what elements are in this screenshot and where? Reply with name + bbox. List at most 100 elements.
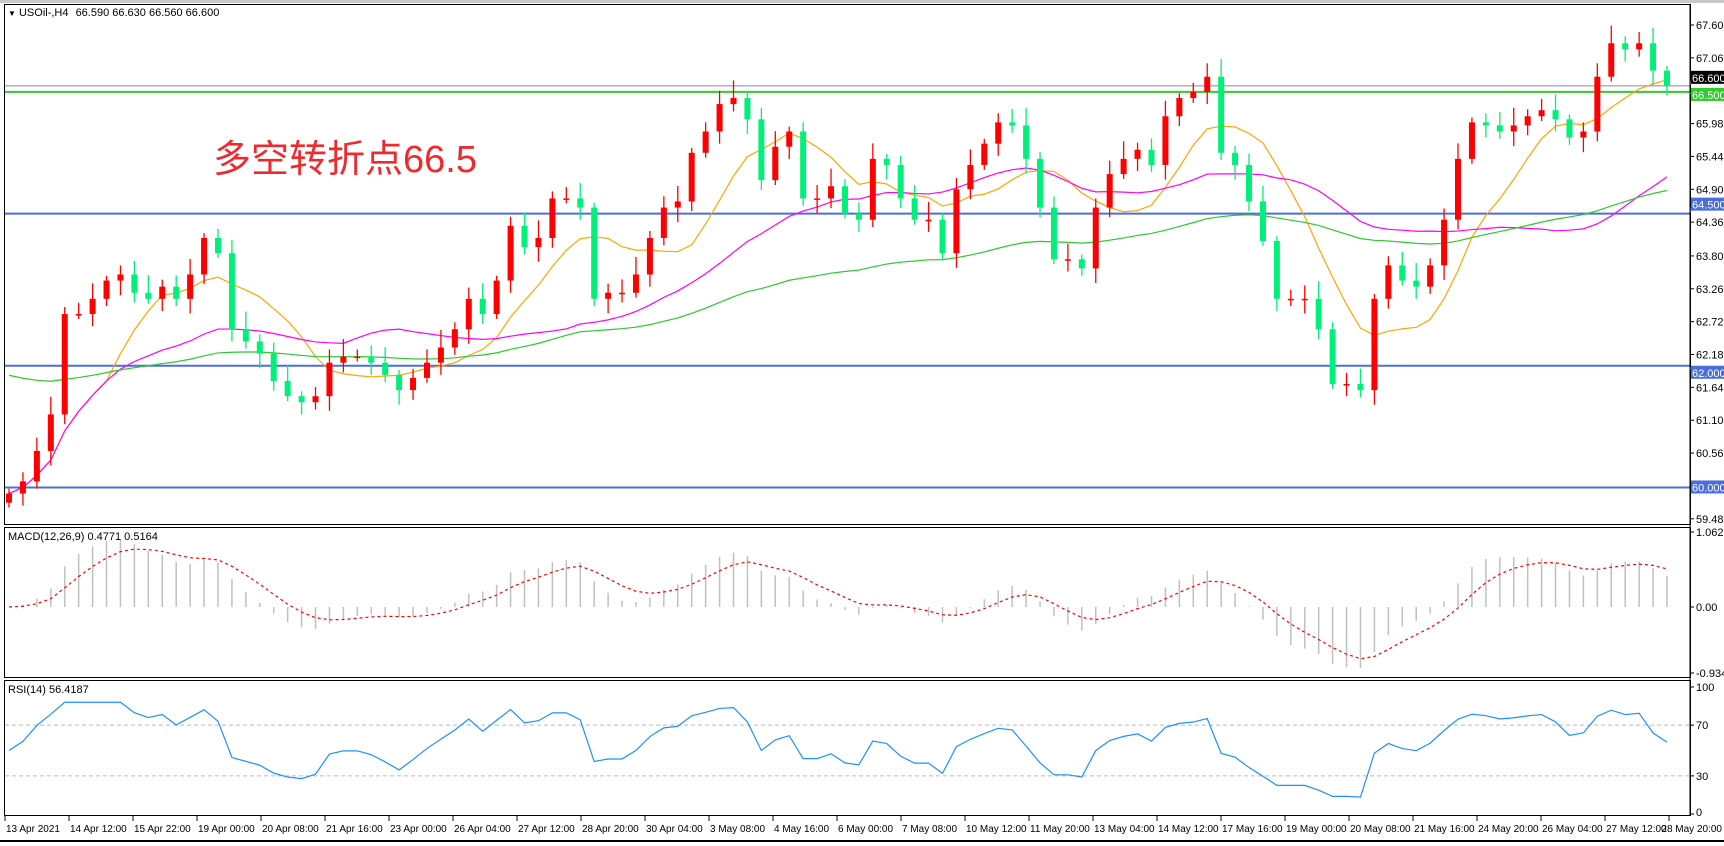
x-tick-label: 19 May 00:00 [1286, 824, 1347, 835]
candle-body [228, 253, 235, 330]
x-tick-label: 27 Apr 12:00 [518, 824, 575, 835]
x-tick-label: 19 Apr 00:00 [198, 824, 255, 835]
ohlc-values: 66.590 66.630 66.560 66.600 [75, 7, 220, 19]
candle-body [451, 329, 458, 348]
candle-body [1259, 201, 1266, 242]
candle-body [187, 274, 194, 299]
candle-body [953, 189, 960, 254]
candle-body [1176, 98, 1183, 117]
candle-body [1343, 384, 1350, 386]
candle-body [1371, 298, 1378, 391]
candle-body [674, 201, 681, 208]
candle-body [786, 131, 793, 147]
level-label-box [1691, 87, 1724, 101]
candle-body [758, 119, 765, 181]
macd-signal-line [8, 548, 1668, 660]
candle-body [423, 362, 430, 378]
candle-body [549, 198, 556, 238]
pivot-annotation: 多空转折点66.5 [213, 139, 477, 181]
rsi-tick-label: 100 [1696, 682, 1714, 694]
ma-fast-line [8, 79, 1668, 495]
candle-body [1287, 298, 1294, 301]
x-tick-label: 14 May 12:00 [1158, 824, 1219, 835]
level-label: 66.600 [1692, 73, 1724, 85]
chart-header: ▼ USOil-,H4 66.590 66.630 66.560 66.600 [8, 7, 219, 19]
rsi-tick-label: 30 [1696, 771, 1708, 783]
y-tick-label: 63.805 [1696, 251, 1724, 263]
candle-body [117, 274, 124, 281]
candle-body [1329, 329, 1336, 385]
y-tick-label: 61.645 [1696, 382, 1724, 394]
level-label-box [1691, 70, 1724, 84]
candle-body [869, 158, 876, 220]
candle-body [1441, 219, 1448, 266]
candle-body [256, 341, 263, 354]
candle-body [591, 207, 598, 299]
y-tick-label: 67.600 [1696, 20, 1724, 32]
x-tick-label: 6 May 00:00 [838, 824, 893, 835]
candle-body [1120, 158, 1127, 175]
candle-body [382, 362, 389, 375]
candle-body [270, 353, 277, 381]
x-tick-label: 17 May 16:00 [1222, 824, 1283, 835]
y-tick-label: 61.105 [1696, 415, 1724, 427]
x-tick-label: 24 May 20:00 [1478, 824, 1539, 835]
x-tick-label: 27 May 12:00 [1606, 824, 1667, 835]
bottom-border [0, 840, 1724, 842]
x-tick-label: 28 May 20:00 [1661, 824, 1722, 835]
candle-body [1204, 76, 1211, 92]
candle-body [242, 329, 249, 342]
x-tick-label: 20 Apr 08:00 [262, 824, 319, 835]
price-chart-panel[interactable] [4, 4, 1691, 525]
candle-body [159, 286, 166, 299]
x-tick-label: 23 Apr 00:00 [390, 824, 447, 835]
x-tick-label: 13 May 04:00 [1094, 824, 1155, 835]
candle-body [1315, 298, 1322, 330]
x-tick-label: 10 May 12:00 [966, 824, 1027, 835]
macd-panel[interactable] [4, 527, 1691, 678]
candle-body [1524, 116, 1531, 126]
candle-body [1566, 119, 1573, 138]
y-tick-label: 63.265 [1696, 284, 1724, 296]
candle-body [1009, 122, 1016, 126]
candle-body [1482, 122, 1489, 126]
level-label-box [1691, 365, 1724, 379]
macd-label: MACD(12,26,9) 0.4771 0.5164 [8, 531, 158, 543]
candle-body [1650, 43, 1657, 71]
candle-body [19, 481, 26, 494]
candle-body [814, 198, 821, 200]
candle-body [368, 356, 375, 363]
candle-body [1385, 265, 1392, 299]
candle-body [1552, 110, 1559, 120]
candle-body [1427, 265, 1434, 287]
candle-body [772, 146, 779, 181]
y-tick-label: 62.725 [1696, 317, 1724, 329]
candle-body [925, 219, 932, 222]
macd-tick-label: -0.9347 [1696, 668, 1724, 680]
rsi-label: RSI(14) 56.4187 [8, 684, 89, 696]
candle-body [354, 356, 361, 359]
candle-body [1510, 125, 1517, 132]
candle-body [1190, 91, 1197, 99]
y-tick-label: 65.440 [1696, 151, 1724, 163]
triangle-down-icon[interactable]: ▼ [8, 9, 16, 18]
candle-body [465, 298, 472, 330]
y-tick-label: 59.485 [1696, 514, 1724, 526]
candle-body [1232, 152, 1239, 165]
candle-body [1134, 149, 1141, 159]
x-tick-label: 3 May 08:00 [710, 824, 765, 835]
candle-body [1246, 164, 1253, 202]
candle-body [1148, 149, 1155, 165]
y-tick-label: 62.185 [1696, 350, 1724, 362]
candle-body [145, 292, 152, 299]
x-tick-label: 21 Apr 16:00 [326, 824, 383, 835]
candle-body [1064, 259, 1071, 261]
candle-body [1538, 110, 1545, 117]
candle-body [6, 493, 12, 503]
rsi-tick-label: 70 [1696, 720, 1708, 732]
rsi-line [8, 701, 1668, 798]
candle-body [410, 377, 417, 391]
candle-body [479, 298, 486, 315]
x-tick-label: 20 May 08:00 [1350, 824, 1411, 835]
candle-body [577, 198, 584, 208]
